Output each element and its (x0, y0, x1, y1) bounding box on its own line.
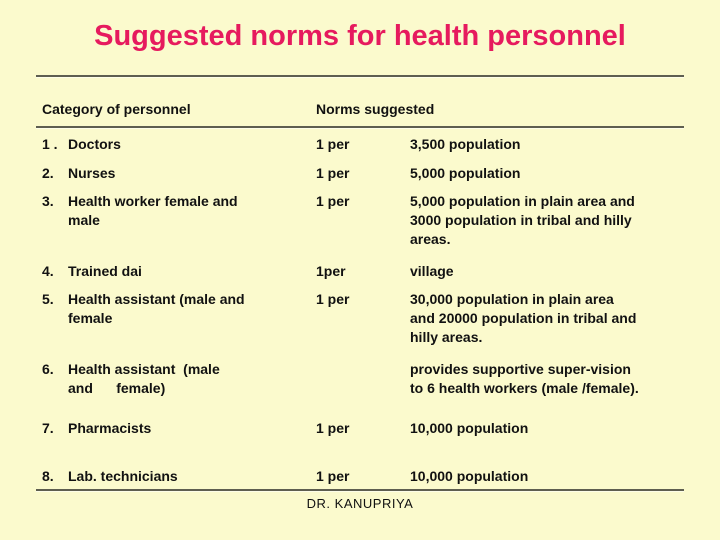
table-body: 1 . Doctors 1 per 3,500 population 2. Nu… (0, 128, 720, 486)
row-norm: 1per (316, 263, 346, 279)
row-norm: 1 per (316, 468, 350, 484)
row-number: 8. (42, 468, 54, 484)
row-value: 3,500 population (410, 136, 521, 152)
row-number: 2. (42, 165, 54, 181)
row-value: village (410, 263, 454, 279)
table-row: 8. Lab. technicians 1 per 10,000 populat… (0, 467, 720, 486)
row-value: 5,000 population in plain area and 3000 … (410, 193, 635, 247)
header-divider (36, 126, 684, 128)
footer-author: DR. KANUPRIYA (306, 496, 414, 511)
row-norm: 1 per (316, 420, 350, 436)
table-row: 4. Trained dai 1per village (0, 262, 720, 281)
table-row: 2. Nurses 1 per 5,000 population (0, 164, 720, 183)
row-number: 4. (42, 263, 54, 279)
norms-table: Category of personnel Norms suggested 1 … (0, 102, 720, 491)
row-category: Doctors (68, 136, 121, 152)
row-category: Health assistant (male and female (68, 291, 245, 326)
row-number: 1 . (42, 136, 58, 152)
row-value: 10,000 population (410, 420, 529, 436)
row-norm: 1 per (316, 291, 350, 307)
row-number: 5. (42, 291, 54, 307)
row-category: Lab. technicians (68, 468, 178, 484)
row-norm: 1 per (316, 136, 350, 152)
table-header-row: Category of personnel Norms suggested (0, 102, 720, 117)
row-value: 30,000 population in plain area and 2000… (410, 291, 637, 345)
row-category: Nurses (68, 165, 116, 181)
row-category: Pharmacists (68, 420, 152, 436)
table-row: 6. Health assistant (male and female) pr… (0, 360, 720, 398)
table-row: 3. Health worker female and male 1 per 5… (0, 192, 720, 249)
column-header-category: Category of personnel (42, 101, 191, 117)
table-row: 5. Health assistant (male and female 1 p… (0, 290, 720, 347)
row-number: 6. (42, 361, 54, 377)
column-header-norms: Norms suggested (316, 101, 435, 117)
bottom-divider (36, 489, 684, 491)
row-category: Health worker female and male (68, 193, 238, 228)
row-category: Health assistant (male and female) (68, 361, 220, 396)
row-value: provides supportive super-vision to 6 he… (410, 361, 639, 396)
row-number: 7. (42, 420, 54, 436)
row-value: 5,000 population (410, 165, 521, 181)
row-category: Trained dai (68, 263, 142, 279)
top-divider (36, 75, 684, 77)
row-number: 3. (42, 193, 54, 209)
row-value: 10,000 population (410, 468, 529, 484)
row-norm: 1 per (316, 193, 350, 209)
table-row: 7. Pharmacists 1 per 10,000 population (0, 419, 720, 438)
table-row: 1 . Doctors 1 per 3,500 population (0, 135, 720, 154)
row-norm (316, 360, 410, 398)
row-norm: 1 per (316, 165, 350, 181)
page-title: Suggested norms for health personnel (94, 20, 626, 52)
